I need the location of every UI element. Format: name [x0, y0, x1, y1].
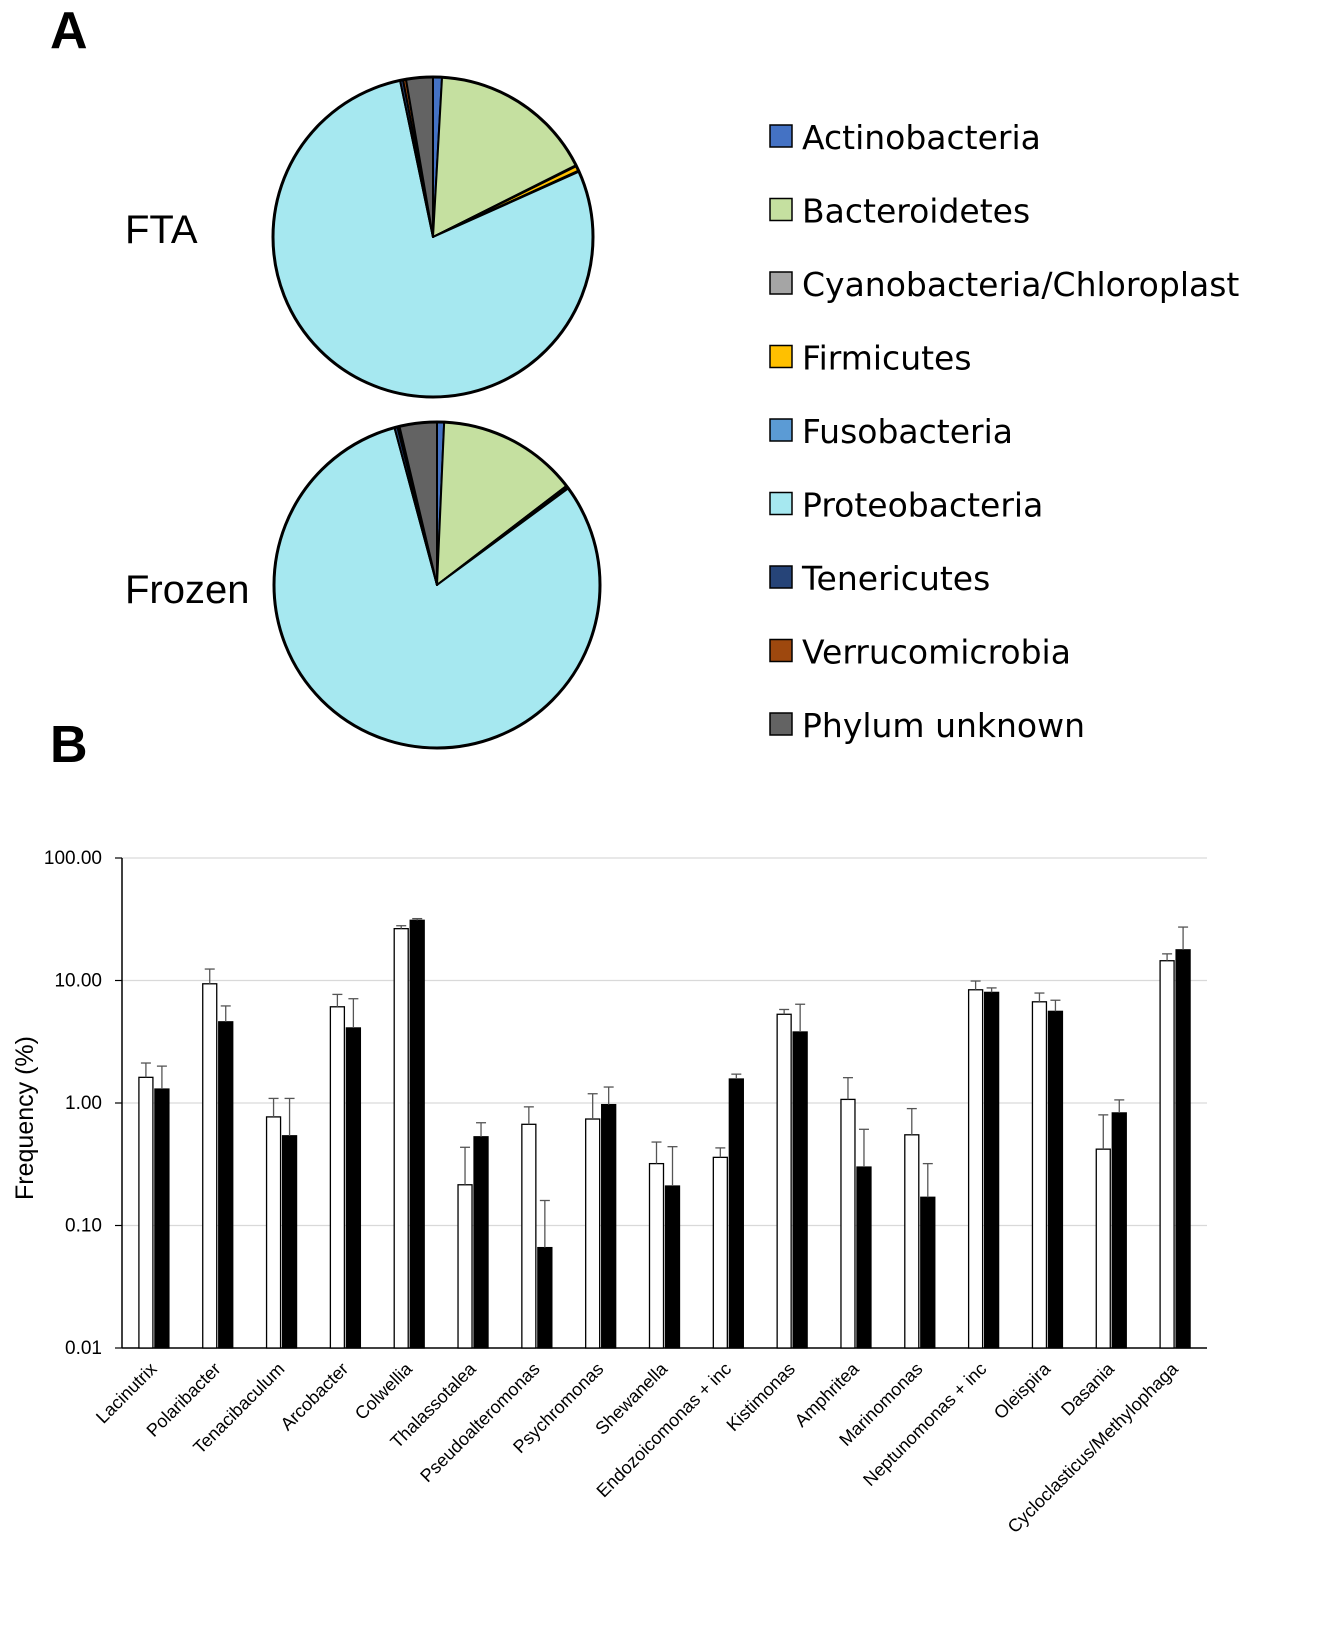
bar [1111, 1112, 1127, 1349]
legend-swatch [769, 638, 793, 663]
x-tick-label: Lacinutrix [92, 1359, 161, 1428]
legend-entry: Actinobacteria [769, 118, 1041, 157]
bar [537, 1246, 553, 1349]
bar [218, 1021, 234, 1349]
legend-swatch [769, 344, 793, 369]
bar [983, 991, 1000, 1349]
pie-outline [272, 420, 602, 750]
category-group: Lacinutrix [92, 1062, 170, 1428]
y-tick-label: 1.00 [65, 1093, 102, 1114]
x-tick-label: Pseudoalteromonas [416, 1359, 543, 1486]
y-tick-label: 0.01 [65, 1338, 102, 1359]
legend-swatch [769, 712, 793, 736]
y-tick-label: 10.00 [54, 971, 102, 992]
bar [457, 1184, 473, 1349]
legend-swatch [769, 418, 793, 442]
bar [345, 1027, 362, 1349]
bar [521, 1123, 537, 1349]
bar [473, 1136, 489, 1349]
bar [792, 1031, 808, 1349]
legend-label: Verrucomicrobia [802, 633, 1071, 672]
legend-entry: Fusobacteria [769, 412, 1013, 451]
bar [329, 1006, 346, 1349]
legend-label: Fusobacteria [802, 412, 1013, 451]
bar [967, 989, 984, 1349]
pie-0: FTA [125, 75, 595, 399]
bar [585, 1118, 601, 1349]
y-tick-label: 100.00 [44, 848, 102, 869]
legend-swatch [769, 197, 793, 222]
pie-outline [271, 75, 595, 399]
bar [138, 1076, 154, 1349]
legend-entry: Bacteroidetes [769, 192, 1030, 231]
bar [1159, 960, 1175, 1349]
legend-entry: Tenericutes [769, 559, 990, 598]
bar [904, 1134, 920, 1349]
bar [728, 1078, 744, 1349]
legend-swatch [769, 565, 793, 589]
bar [265, 1116, 282, 1349]
legend-swatch [769, 491, 793, 516]
bar [154, 1088, 170, 1349]
pie-legend: Actinobacteria Bacteroidetes Cyanobacteria… [769, 118, 1239, 745]
legend-label: Bacteroidetes [802, 192, 1030, 231]
bar [664, 1185, 681, 1349]
x-tick-label: Arcobacter [277, 1359, 353, 1435]
legend-entry: Phylum unknown [769, 706, 1085, 745]
pie-charts: FTA Frozen [125, 75, 602, 750]
category-group: Dasania [1057, 1099, 1127, 1420]
x-tick-label: Oleispira [990, 1358, 1055, 1423]
bar [1175, 949, 1191, 1349]
legend-entry: Proteobacteria [769, 486, 1043, 525]
x-tick-label: Kistimonas [723, 1359, 799, 1435]
pie-label: FTA [125, 208, 198, 252]
bar [776, 1013, 792, 1349]
y-tick-label: 0.10 [65, 1216, 102, 1237]
category-group: Colwellia [351, 917, 425, 1424]
bar [856, 1166, 872, 1349]
bar [920, 1196, 936, 1349]
bar [601, 1103, 617, 1349]
pie-label: Frozen [125, 568, 250, 612]
x-tick-label: Dasania [1057, 1358, 1119, 1420]
bar [409, 919, 425, 1349]
bar-chart: 0.01 0.10 1.00 10.00 100.00 Frequency (%) Laci… [11, 848, 1207, 1537]
pie-1: Frozen [125, 420, 602, 750]
x-tick-label: Colwellia [351, 1358, 417, 1424]
legend-swatch [769, 271, 793, 295]
bar [840, 1098, 856, 1349]
x-tick-label: Neptunomonas + inc [859, 1359, 990, 1490]
bar [648, 1162, 665, 1349]
bar [281, 1135, 298, 1349]
bar [393, 928, 409, 1349]
legend-label: Proteobacteria [802, 486, 1043, 525]
legend-entry: Firmicutes [769, 339, 972, 378]
category-group: Oleispira [990, 992, 1064, 1423]
legend-label: Cyanobacteria/Chloroplast [802, 265, 1239, 304]
bar [1095, 1148, 1111, 1349]
panel-b-letter: B [50, 716, 88, 774]
panel-a-letter: A [50, 2, 88, 60]
legend-entry: Cyanobacteria/Chloroplast [769, 265, 1239, 304]
bar [202, 983, 218, 1349]
legend-label: Phylum unknown [802, 706, 1085, 745]
y-axis-title: Frequency (%) [11, 1036, 39, 1200]
legend-swatch [769, 124, 793, 148]
bar [712, 1156, 728, 1349]
legend-label: Actinobacteria [802, 118, 1041, 157]
legend-entry: Verrucomicrobia [769, 633, 1071, 672]
bar [1047, 1010, 1064, 1349]
bar [1031, 1001, 1048, 1349]
legend-label: Tenericutes [801, 559, 990, 598]
legend-label: Firmicutes [802, 339, 972, 378]
